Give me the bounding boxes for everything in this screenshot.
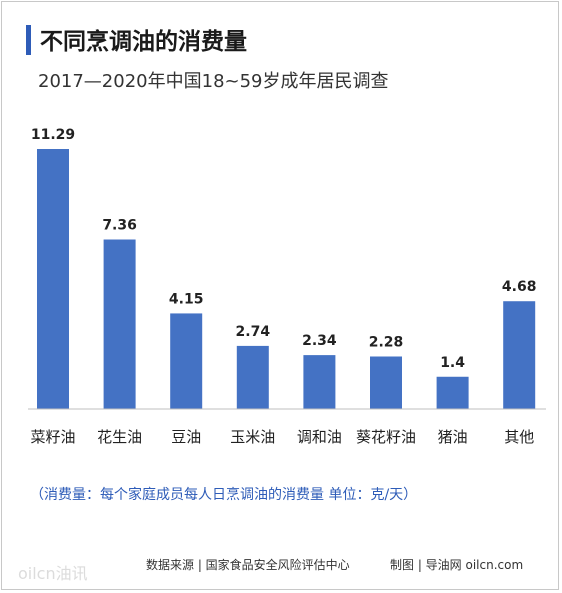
category-label-5: 葵花籽油 (356, 428, 416, 446)
chart-credit: 制图 | 导油网 oilcn.com (390, 558, 524, 572)
data-source: 数据来源 | 国家食品安全风险评估中心 (146, 558, 350, 572)
watermark: oilcn油讯 (18, 564, 88, 583)
data-label-2: 4.15 (169, 291, 204, 307)
data-label-1: 7.36 (102, 218, 137, 234)
bar-4 (303, 355, 336, 409)
data-label-0: 11.29 (31, 127, 75, 143)
category-label-6: 猪油 (438, 428, 468, 446)
bar-5 (370, 356, 402, 409)
category-label-2: 豆油 (171, 428, 201, 446)
bar-6 (436, 376, 469, 409)
unit-note: （消费量：每个家庭成员每人日烹调油的消费量 单位：克/天） (30, 487, 418, 503)
bar-0 (37, 149, 69, 409)
chart-subtitle: 2017—2020年中国18~59岁成年居民调查 (38, 71, 389, 92)
bar-2 (170, 313, 203, 409)
chart-title: 不同烹调油的消费量 (40, 29, 247, 55)
category-label-3: 玉米油 (230, 428, 275, 446)
category-label-0: 菜籽油 (30, 428, 75, 446)
data-label-5: 2.28 (369, 334, 404, 350)
title-accent-bar (26, 25, 31, 55)
data-label-3: 2.74 (236, 324, 271, 340)
bar-3 (236, 345, 269, 409)
bar-7 (503, 301, 536, 409)
bars-group: 11.29 菜籽油 7.36 花生油 4.15 豆油 2.74 玉米油 2.34 调和油 2.28 葵… (30, 127, 536, 446)
data-label-4: 2.34 (302, 333, 337, 349)
bar-1 (103, 239, 136, 409)
data-label-6: 1.4 (440, 355, 465, 371)
category-label-4: 调和油 (297, 428, 342, 446)
data-label-7: 4.68 (502, 279, 537, 295)
category-label-1: 花生油 (97, 428, 142, 446)
category-label-7: 其他 (504, 428, 534, 446)
